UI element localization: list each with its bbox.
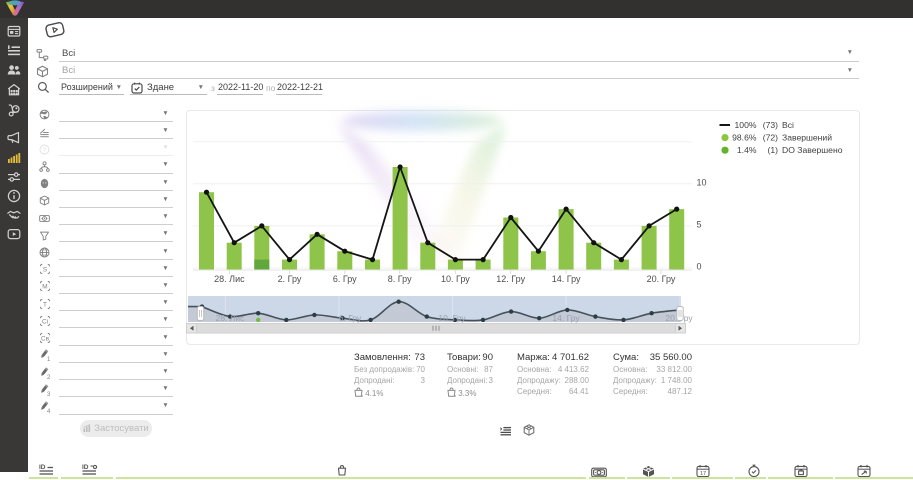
svg-text:T: T bbox=[43, 301, 47, 308]
svg-text:ID: ID bbox=[39, 464, 46, 471]
svg-text:2. Гру: 2. Гру bbox=[278, 274, 302, 284]
svg-text:6. Гру: 6. Гру bbox=[333, 274, 357, 284]
svg-text:5: 5 bbox=[697, 220, 702, 230]
svg-text:Cв: Cв bbox=[40, 335, 49, 342]
svg-text:(1): (1) bbox=[767, 145, 778, 155]
svg-text:Завершений: Завершений bbox=[782, 133, 832, 143]
svg-text:?: ? bbox=[42, 147, 46, 154]
svg-text:98.6%: 98.6% bbox=[732, 133, 757, 143]
svg-text:1: 1 bbox=[46, 357, 50, 361]
svg-text:Всі: Всі bbox=[782, 120, 794, 130]
svg-text:4: 4 bbox=[46, 409, 50, 413]
svg-text:Ci: Ci bbox=[41, 318, 47, 325]
svg-text:0: 0 bbox=[697, 262, 702, 272]
svg-text:20. Гру: 20. Гру bbox=[647, 274, 676, 284]
svg-text:14. Гру: 14. Гру bbox=[552, 274, 581, 284]
svg-text:(72): (72) bbox=[763, 133, 778, 143]
svg-text:28. Лис: 28. Лис bbox=[216, 313, 246, 323]
svg-text:x: x bbox=[455, 393, 457, 397]
svg-text:12. Гру: 12. Гру bbox=[496, 274, 525, 284]
svg-text:1.4%: 1.4% bbox=[737, 145, 757, 155]
svg-text:8. Гру: 8. Гру bbox=[388, 274, 412, 284]
svg-text:10: 10 bbox=[697, 178, 707, 188]
svg-text:10. Гру: 10. Гру bbox=[438, 313, 466, 323]
svg-text:ID: ID bbox=[82, 464, 89, 471]
svg-text:28. Лис: 28. Лис bbox=[214, 274, 245, 284]
svg-text:100%: 100% bbox=[735, 120, 757, 130]
svg-text:M: M bbox=[42, 284, 47, 291]
svg-text:S: S bbox=[42, 266, 47, 273]
svg-text:17: 17 bbox=[700, 470, 706, 476]
svg-text:10. Гру: 10. Гру bbox=[441, 274, 470, 284]
svg-text:DO Завершено: DO Завершено bbox=[782, 145, 843, 155]
svg-text:14. Гру: 14. Гру bbox=[552, 313, 580, 323]
svg-text:(73): (73) bbox=[763, 120, 778, 130]
svg-text:6. Гру: 6. Гру bbox=[339, 313, 362, 323]
svg-text:3: 3 bbox=[46, 392, 50, 396]
svg-text:2: 2 bbox=[46, 374, 50, 378]
svg-text:x: x bbox=[362, 393, 364, 397]
